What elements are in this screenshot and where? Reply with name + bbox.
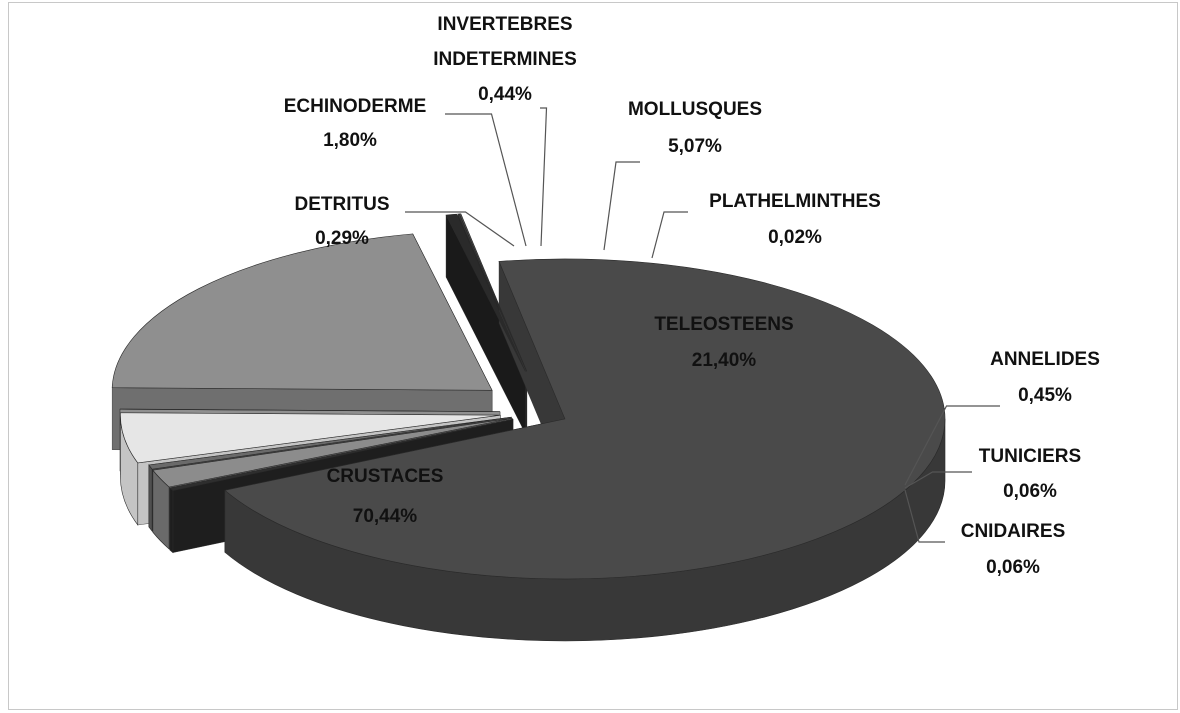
slice-label-cnidaires: CNIDAIRES — [961, 521, 1066, 542]
leader-line-annelides — [904, 405, 1000, 486]
pie-tops — [111, 213, 946, 580]
slice-label-echinoderme: ECHINODERME — [284, 96, 427, 117]
slice-side-detritus — [169, 487, 174, 554]
slice-value-mollusques: 5,07% — [668, 136, 722, 157]
slice-value-plathelminthes: 0,02% — [768, 227, 822, 248]
leader-line-cnidaires — [904, 489, 945, 543]
slice-crustaces — [224, 258, 946, 580]
slice-label-invertebres-indetermines-line2: INDETERMINES — [433, 49, 577, 70]
slice-detritus — [169, 418, 514, 491]
leader-line-plathelminthes — [651, 211, 688, 259]
slice-value-cnidaires: 0,06% — [986, 557, 1040, 578]
slice-label-tuniciers: TUNICIERS — [979, 446, 1081, 467]
slice-side-invertebres-indetermines — [148, 464, 153, 533]
slice-value-annelides: 0,45% — [1018, 385, 1072, 406]
leader-lines — [405, 107, 1000, 543]
leader-line-tuniciers — [904, 471, 972, 489]
slice-value-crustaces: 70,44% — [353, 506, 418, 527]
slice-label-annelides: ANNELIDES — [990, 349, 1100, 370]
slice-value-detritus: 0,29% — [315, 228, 369, 249]
slice-mollusques — [120, 412, 501, 464]
slice-labels: CRUSTACES 70,44% DETRITUS 0,29% ECHINODERME 1… — [284, 14, 1100, 578]
slice-label-detritus: DETRITUS — [295, 194, 390, 215]
leader-line-detritus — [405, 211, 515, 247]
leader-line-mollusques — [603, 161, 640, 251]
slice-value-invertebres-indetermines: 0,44% — [478, 84, 532, 105]
slice-cnidaires — [459, 213, 528, 372]
slice-plathelminthes — [119, 408, 501, 412]
slice-label-teleosteens: TELEOSTEENS — [654, 314, 793, 335]
slice-teleosteens — [111, 233, 493, 391]
leader-line-echinoderme — [445, 113, 527, 247]
slice-value-echinoderme: 1,80% — [323, 130, 377, 151]
slice-annelides — [445, 213, 526, 372]
slice-echinoderme — [152, 417, 513, 488]
slice-value-tuniciers: 0,06% — [1003, 481, 1057, 502]
slice-label-invertebres-indetermines-line1: INVERTEBRES — [437, 14, 572, 35]
slice-value-teleosteens: 21,40% — [692, 350, 757, 371]
leader-line-invertebres-indetermines — [540, 107, 548, 247]
slice-label-plathelminthes: PLATHELMINTHES — [709, 191, 881, 212]
slice-label-mollusques: MOLLUSQUES — [628, 99, 762, 120]
slice-invertebres-indetermines — [148, 416, 512, 470]
slice-label-crustaces: CRUSTACES — [327, 466, 444, 487]
